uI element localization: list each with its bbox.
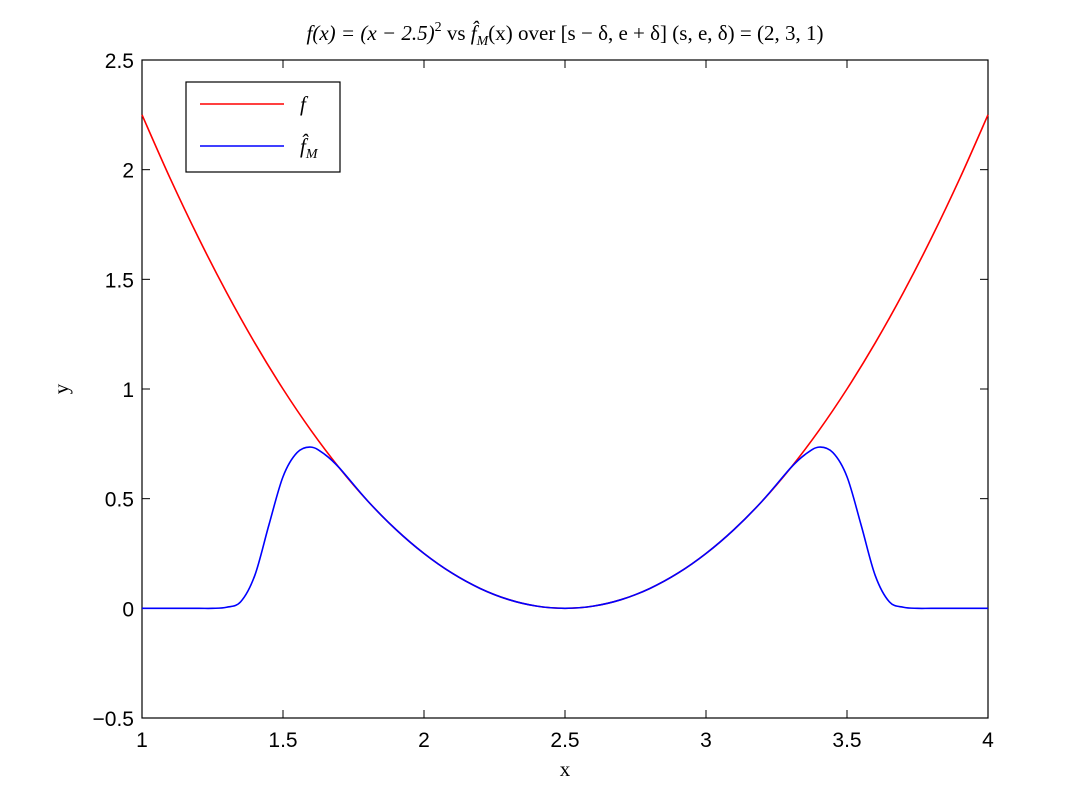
x-tick-label: 1 xyxy=(136,729,148,752)
x-tick-label: 1.5 xyxy=(268,729,297,752)
x-tick-label: 3.5 xyxy=(832,729,861,752)
legend-box xyxy=(185,81,341,173)
y-tick-label: −0.5 xyxy=(93,708,134,731)
y-tick-label: 2 xyxy=(122,160,134,183)
series-line-fhat-m xyxy=(142,446,988,610)
axis-tick-labels: 1 1.5 2 2.5 3 3.5 4 −0.5 0 0.5 1 1.5 2 2.5 xyxy=(93,50,995,752)
series-lines xyxy=(141,114,989,610)
title-fhat-argument: (x) over [s − δ, e + δ] (s, e, δ) = (2, … xyxy=(488,21,823,45)
x-tick-label: 4 xyxy=(982,729,994,752)
y-tick-label: 0.5 xyxy=(105,489,134,512)
y-tick-label: 0 xyxy=(122,598,134,621)
y-tick-label: 2.5 xyxy=(105,50,134,73)
x-axis-label: x xyxy=(560,757,571,781)
x-tick-label: 2 xyxy=(418,729,430,752)
x-tick-label: 3 xyxy=(700,729,712,752)
title-fhat-subscript: M xyxy=(476,34,490,49)
title-vs: vs xyxy=(442,21,471,45)
title-f-definition: f(x) = (x − 2.5) xyxy=(307,21,435,45)
chart-title: f(x) = (x − 2.5)2 vs f̂M(x) over [s − δ,… xyxy=(307,20,824,49)
legend: f f̂M xyxy=(185,81,341,173)
x-tick-label: 2.5 xyxy=(550,729,579,752)
title-exponent: 2 xyxy=(435,20,442,35)
y-axis-label: y xyxy=(49,383,73,394)
legend-label-fhat: f̂M xyxy=(300,134,319,162)
title-fhat: f̂ xyxy=(471,21,480,45)
legend-label-f: f xyxy=(300,92,309,116)
y-tick-label: 1 xyxy=(122,379,134,402)
y-tick-label: 1.5 xyxy=(105,269,134,292)
